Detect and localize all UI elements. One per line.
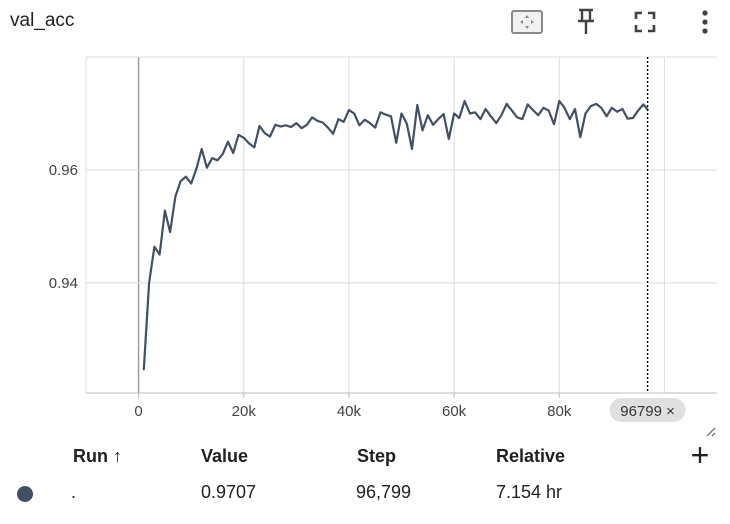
column-header-run[interactable]: Run ↑ [73,446,122,466]
x-tick-label: 20k [232,403,257,420]
pin-icon [578,8,594,34]
axis-layer: 0 20k 40k 60k 80k 0.94 0.96 [49,162,717,420]
run-step: 96,799 [356,482,412,502]
more-options-button[interactable] [688,6,722,38]
fit-domain-icon [511,10,543,34]
y-tick-label: 0.94 [49,275,78,292]
run-relative: 7.154 hr [496,482,563,502]
chart-title: val_acc [10,10,75,31]
series-line [142,99,649,371]
line-chart[interactable]: 0 20k 40k 60k 80k 0.94 0.96 96799 × [0,0,730,430]
run-value: 0.9707 [201,482,257,502]
pin-button[interactable] [569,6,603,38]
x-tick-label: 40k [337,403,362,420]
x-tick-label: 60k [442,403,467,420]
add-column-button[interactable]: + [690,437,710,473]
column-header-step[interactable]: Step [357,446,397,466]
run-color-dot [17,486,33,502]
x-tick-label: 80k [547,403,572,420]
step-cursor-label: 96799 × [620,403,675,420]
run-name: . [71,482,77,502]
step-cursor-chip[interactable] [609,398,686,422]
series-layer [142,99,649,371]
resize-handle-icon[interactable] [704,424,716,437]
column-header-value[interactable]: Value [201,446,249,466]
fit-domain-button[interactable] [510,6,544,38]
grid-layer [85,56,717,393]
y-tick-label: 0.96 [49,162,78,179]
fullscreen-icon [634,11,656,33]
more-vert-icon [702,10,708,34]
cursor-layer[interactable]: 96799 × [609,57,686,422]
x-tick-label: 0 [134,403,142,420]
fullscreen-button[interactable] [628,6,662,38]
column-header-relative[interactable]: Relative [496,446,566,466]
